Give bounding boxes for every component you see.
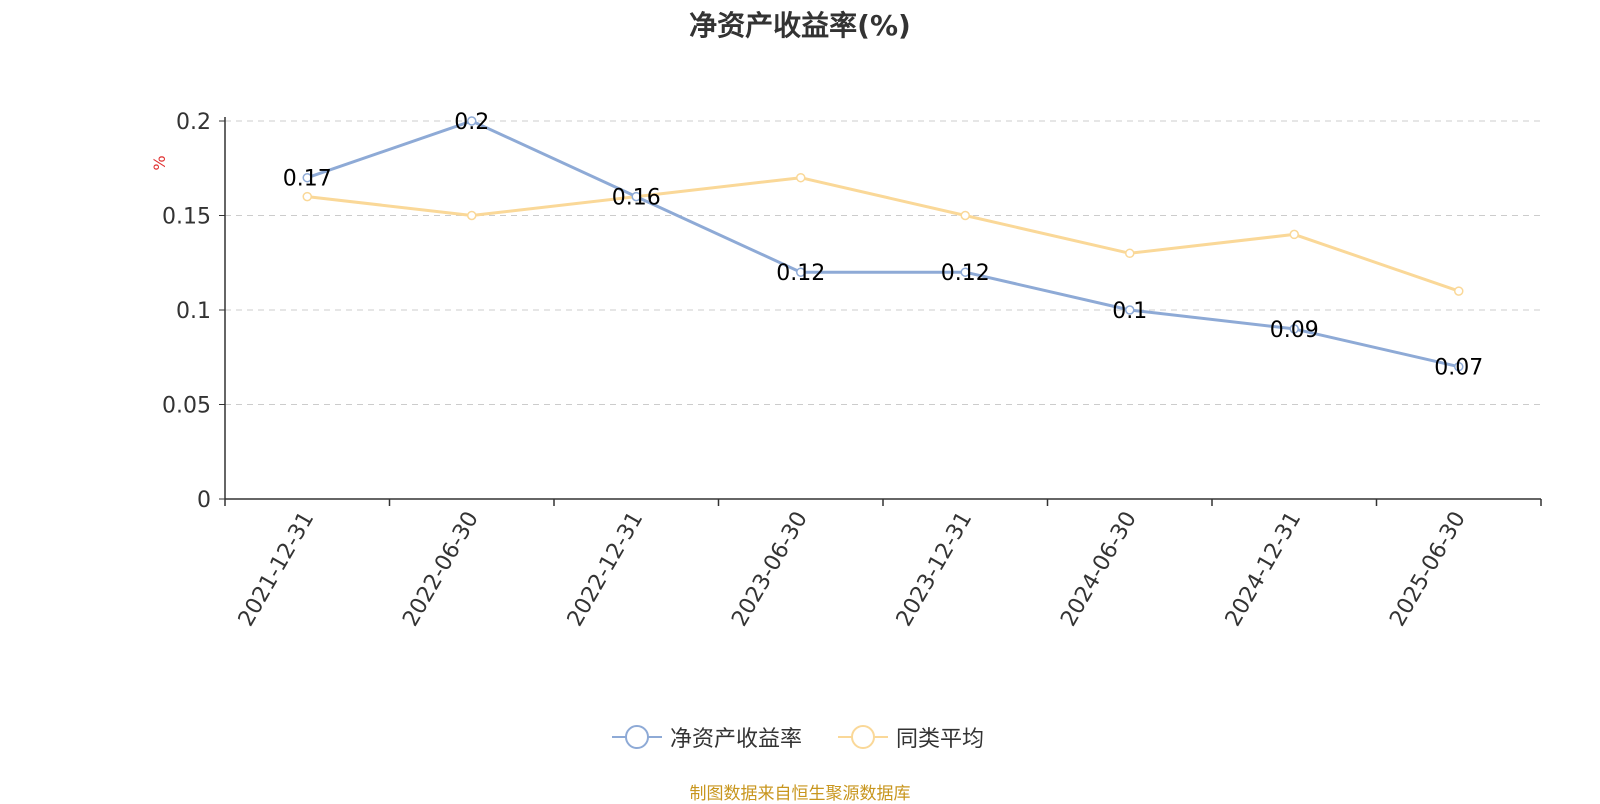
series-0-point-5 [1125,305,1135,315]
data-label-1: 0.2 [454,110,489,135]
data-label-2: 0.16 [612,186,661,211]
grid-lines [225,120,1541,405]
x-tick-label-3: 2023-06-30 [727,508,813,631]
legend-roe-label: 净资产收益率 [670,727,803,752]
data-label-4: 0.12 [941,261,990,286]
series-0-point-4 [960,267,970,277]
series-0-point-2 [631,191,641,202]
legend-roe-icon [612,725,662,749]
series-1-point-6 [1289,229,1299,240]
legend-item-roe[interactable]: 净资产收益率 [612,722,802,752]
y-tick-label-3: 0.15 [162,205,211,230]
series-1-point-7 [1454,286,1464,296]
x-tick-label-2: 2022-12-31 [563,508,649,631]
series-0-point-7 [1454,361,1464,372]
data-label-6: 0.09 [1270,318,1319,343]
y-axis-label: % [150,155,169,170]
legend-peer-average-label: 同类平均 [896,727,985,752]
data-label-5: 0.1 [1112,299,1147,324]
series-1-point-4 [960,210,970,221]
data-label-3: 0.12 [776,261,825,286]
data-label-0: 0.17 [283,167,332,192]
series-0-point-6 [1289,324,1299,334]
x-tick-label-6: 2024-12-31 [1221,508,1307,631]
series-1-point-1 [467,210,477,221]
series-line-1 [307,176,1460,293]
x-tick-label-5: 2024-06-30 [1056,508,1142,631]
x-tick-label-7: 2025-06-30 [1385,508,1471,631]
x-tick-label-0: 2021-12-31 [234,508,320,631]
data-label-7: 0.07 [1434,356,1483,381]
series-line-0 [306,119,1460,369]
y-tick-label-0: 0 [197,488,211,513]
y-tick-label-4: 0.2 [176,110,211,135]
legend-peer-average-icon [838,725,888,749]
chart-title: 净资产收益率(%) [689,9,911,42]
series-1-point-0 [302,191,312,202]
x-tick-label-4: 2023-12-31 [892,508,978,631]
y-tick-label-1: 0.05 [162,394,211,419]
series-0-point-0 [302,172,312,183]
source-note: 制图数据来自恒生聚源数据库 [689,784,911,804]
legend-item-peer-average[interactable]: 同类平均 [838,722,984,752]
data-labels: 0.17 0.2 0.16 0.12 0.12 0.1 0.09 0.07 [283,110,1483,381]
series-1-point-3 [796,172,806,183]
series-0-point-3 [796,267,806,277]
x-tick-label-1: 2022-06-30 [398,508,484,631]
series-0-point-1 [467,116,477,126]
series [302,116,1464,372]
y-tick-label-2: 0.1 [176,299,211,324]
series-1-point-5 [1125,248,1135,259]
